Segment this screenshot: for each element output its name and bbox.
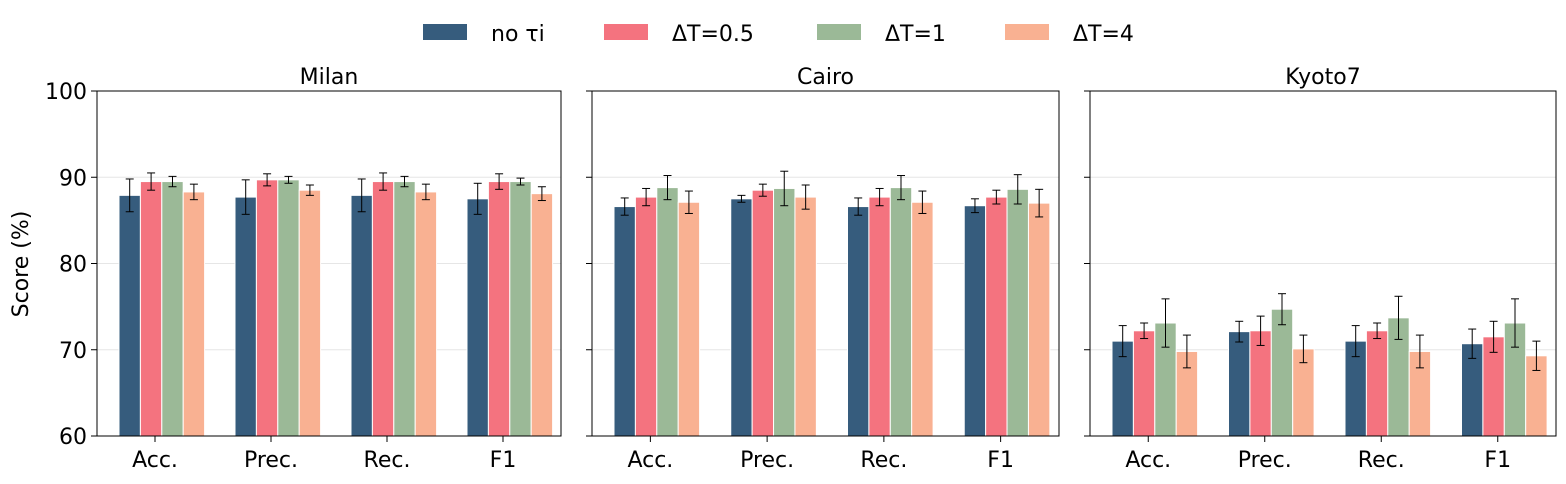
bar-p1-s0-c0 — [613, 206, 636, 437]
bar-p1-s3-c1 — [794, 196, 817, 437]
x-tick-label-p0-0: Acc. — [132, 448, 178, 473]
bar-p0-s1-c2 — [371, 181, 395, 437]
bar-p2-s1-c2 — [1365, 330, 1389, 437]
panel-title-1: Cairo — [797, 65, 854, 90]
bar-p1-s0-c1 — [730, 198, 753, 437]
bar-p2-s2-c1 — [1270, 308, 1294, 437]
bar-p1-s0-c2 — [847, 206, 870, 437]
bar-p0-s2-c1 — [277, 179, 300, 437]
bar-p1-s0-c3 — [963, 205, 987, 437]
x-tick-label-p1-2: Rec. — [860, 448, 907, 473]
legend-label-1: ΔT=0.5 — [672, 22, 754, 47]
bar-p1-s1-c1 — [751, 189, 775, 437]
legend-swatch-3 — [1005, 24, 1049, 40]
bar-p0-s1-c3 — [487, 181, 511, 437]
bar-p0-s2-c3 — [509, 181, 532, 437]
bar-p0-s0-c0 — [118, 194, 141, 437]
bar-p0-s3-c2 — [414, 191, 438, 437]
panel-frame-0 — [96, 90, 562, 437]
y-tick-label-0: 60 — [59, 425, 87, 450]
bar-p1-s3-c3 — [1027, 202, 1051, 437]
x-tick-label-p2-0: Acc. — [1125, 448, 1171, 473]
bar-p0-s1-c0 — [139, 181, 163, 437]
bar-p0-s2-c0 — [161, 181, 184, 437]
bar-p1-s2-c1 — [773, 187, 796, 437]
bar-p0-s0-c2 — [350, 194, 373, 437]
bar-p2-s0-c1 — [1228, 331, 1251, 437]
panel-title-2: Kyoto7 — [1285, 65, 1360, 90]
bar-p1-s2-c2 — [889, 187, 913, 437]
x-tick-label-p0-3: F1 — [490, 448, 517, 473]
bar-p1-s2-c3 — [1006, 188, 1029, 437]
x-tick-label-p1-3: F1 — [987, 448, 1014, 473]
x-tick-label-p1-0: Acc. — [627, 448, 673, 473]
y-tick-label-1: 70 — [59, 339, 87, 364]
panel-title-0: Milan — [300, 65, 359, 90]
bar-p1-s1-c3 — [985, 196, 1008, 437]
legend-swatch-0 — [423, 24, 467, 40]
x-tick-label-p0-2: Rec. — [364, 448, 411, 473]
bar-p0-s3-c1 — [298, 189, 322, 437]
x-tick-label-p2-1: Prec. — [1238, 448, 1292, 473]
bar-p1-s3-c2 — [911, 201, 934, 437]
bar-p2-s1-c1 — [1249, 330, 1272, 437]
x-tick-label-p0-1: Prec. — [244, 448, 298, 473]
bar-p1-s3-c0 — [677, 201, 701, 437]
x-tick-label-p2-3: F1 — [1484, 448, 1511, 473]
panel-frame-2 — [1089, 90, 1557, 437]
bar-p0-s1-c1 — [255, 179, 279, 437]
bar-p0-s3-c3 — [530, 193, 554, 437]
bar-p0-s0-c3 — [466, 198, 489, 437]
legend-label-2: ΔT=1 — [885, 22, 946, 47]
y-axis-label: Score (%) — [9, 211, 34, 318]
y-tick-label-4: 100 — [45, 80, 87, 105]
bar-p1-s2-c0 — [656, 187, 679, 437]
legend-swatch-1 — [604, 24, 648, 40]
bar-p1-s1-c2 — [868, 196, 891, 437]
bar-p1-s1-c0 — [634, 196, 658, 437]
bar-p0-s3-c0 — [182, 191, 206, 437]
y-tick-label-3: 90 — [59, 166, 87, 191]
legend-label-3: ΔT=4 — [1073, 22, 1134, 47]
x-tick-label-p2-2: Rec. — [1358, 448, 1405, 473]
panel-frame-1 — [591, 90, 1060, 437]
bar-p0-s0-c1 — [234, 196, 257, 437]
y-tick-label-2: 80 — [59, 253, 87, 278]
bar-p2-s1-c0 — [1132, 330, 1156, 437]
legend-swatch-2 — [817, 24, 861, 40]
legend-label-0: no τi — [491, 22, 545, 47]
bar-p0-s2-c2 — [393, 181, 416, 437]
x-tick-label-p1-1: Prec. — [740, 448, 794, 473]
